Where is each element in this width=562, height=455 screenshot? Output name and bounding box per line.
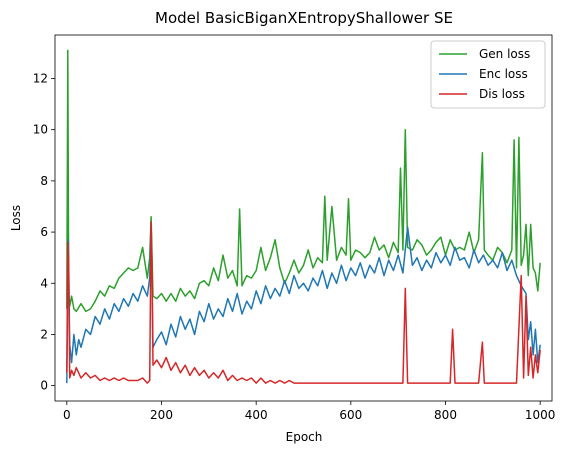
series-line-enc-loss bbox=[66, 223, 541, 384]
x-tick-label: 400 bbox=[245, 408, 268, 422]
x-tick-label: 1000 bbox=[525, 408, 556, 422]
series-line-gen-loss bbox=[66, 49, 541, 313]
chart-title: Model BasicBiganXEntropyShallower SE bbox=[155, 9, 453, 27]
x-tick-label: 0 bbox=[63, 408, 71, 422]
legend-entry-dis-loss: Dis loss bbox=[479, 87, 525, 101]
y-tick-label: 12 bbox=[33, 72, 48, 86]
legend: Gen loss Enc loss Dis loss bbox=[430, 40, 546, 109]
legend-entry-enc-loss: Enc loss bbox=[479, 67, 528, 81]
y-tick-label: 0 bbox=[40, 379, 48, 393]
x-axis-label: Epoch bbox=[286, 430, 323, 444]
y-axis: 0 2 4 6 8 10 12 bbox=[33, 72, 55, 393]
y-axis-label: Loss bbox=[9, 205, 23, 231]
y-tick-label: 6 bbox=[40, 225, 48, 239]
x-tick-label: 600 bbox=[339, 408, 362, 422]
y-tick-label: 8 bbox=[40, 174, 48, 188]
y-tick-label: 2 bbox=[40, 327, 48, 341]
x-axis: 0 200 400 600 800 1000 bbox=[63, 401, 555, 422]
legend-entry-gen-loss: Gen loss bbox=[479, 47, 530, 61]
x-tick-label: 800 bbox=[434, 408, 457, 422]
legend-box bbox=[430, 40, 546, 109]
plot-frame bbox=[54, 34, 553, 402]
series-lines bbox=[66, 49, 541, 384]
y-tick-label: 10 bbox=[33, 123, 48, 137]
y-tick-label: 4 bbox=[40, 276, 48, 290]
series-line-dis-loss bbox=[66, 221, 541, 384]
x-tick-label: 200 bbox=[150, 408, 173, 422]
